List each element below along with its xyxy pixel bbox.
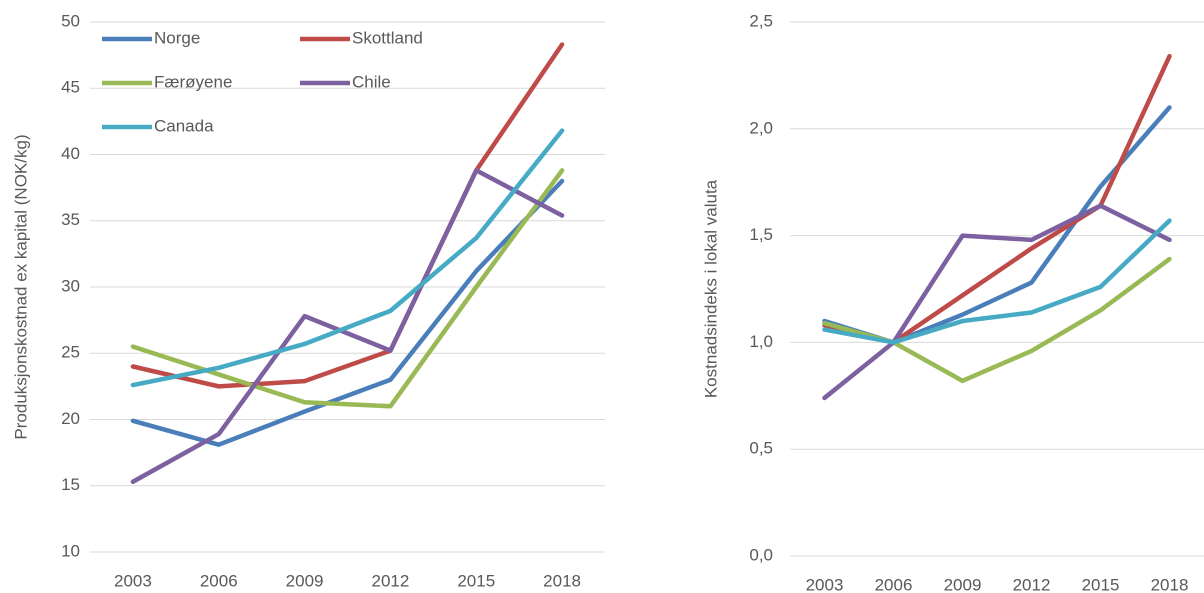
y-tick-label: 2,5 [749,11,773,30]
y-axis-title: Kostnadsindeks i lokal valuta [701,179,720,398]
x-tick-label: 2009 [944,575,982,593]
x-tick-label: 2015 [457,571,495,590]
legend-label: Skottland [352,28,423,47]
series-line [130,42,565,389]
series-line [822,218,1172,345]
y-tick-label: 35 [61,210,80,229]
y-tick-label: 25 [61,343,80,362]
y-tick-label: 0,5 [749,439,773,458]
series-line [822,256,1172,384]
y-tick-label: 40 [61,144,80,163]
legend-label: Norge [154,28,200,47]
x-tick-label: 2015 [1082,575,1120,593]
legend-label: Færøyene [154,72,232,91]
x-tick-label: 2012 [1013,575,1051,593]
legend-label: Canada [154,116,214,135]
legend-label: Chile [352,72,391,91]
y-tick-label: 15 [61,475,80,494]
y-tick-label: 45 [61,78,80,97]
y-tick-label: 0,0 [749,545,773,564]
series-line [822,203,1172,401]
x-tick-label: 2003 [806,575,844,593]
x-tick-label: 2006 [875,575,913,593]
y-tick-label: 30 [61,276,80,295]
x-tick-label: 2018 [543,571,581,590]
y-tick-label: 1,5 [749,225,773,244]
x-tick-label: 2006 [200,571,238,590]
x-tick-label: 2009 [286,571,324,590]
y-tick-label: 20 [61,409,80,428]
x-tick-label: 2003 [114,571,152,590]
y-tick-label: 2,0 [749,118,773,137]
x-tick-label: 2012 [372,571,410,590]
y-tick-label: 50 [61,11,80,30]
y-axis-title: Produksjonskostnad ex kapital (NOK/kg) [11,134,30,439]
series-line [130,128,565,388]
x-tick-label: 2018 [1151,575,1189,593]
series-line [130,168,565,485]
y-tick-label: 10 [61,541,80,560]
series-line [822,105,1172,345]
y-tick-label: 1,0 [749,332,773,351]
